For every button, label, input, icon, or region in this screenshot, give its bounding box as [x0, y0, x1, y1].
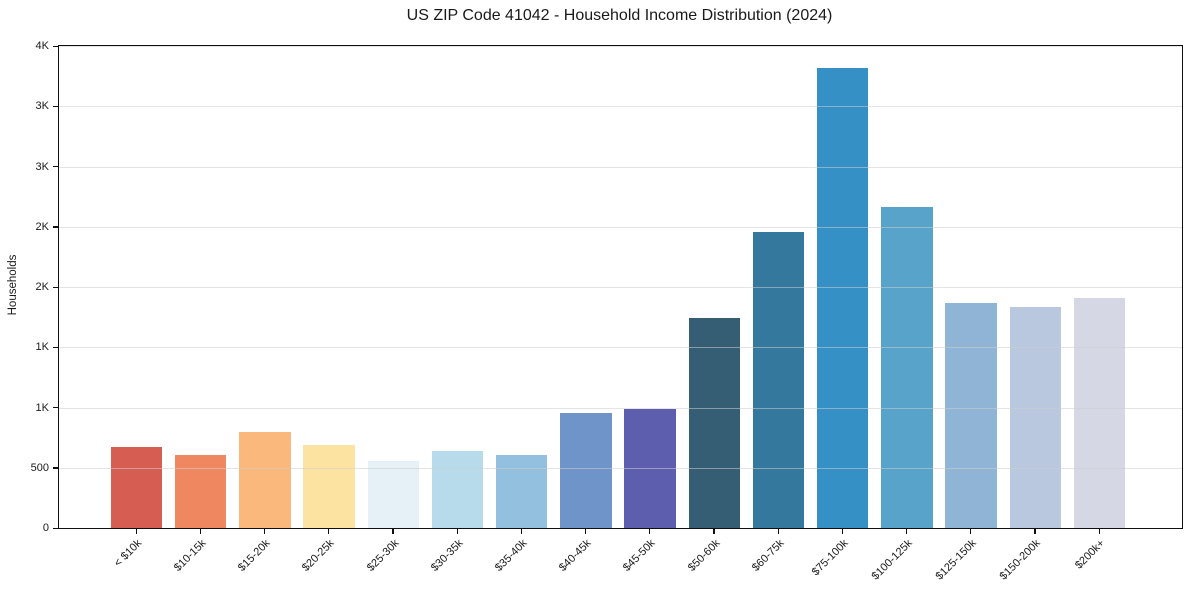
bar-14 — [1009, 306, 1062, 528]
y-tick-mark — [53, 105, 58, 108]
y-tick-mark — [53, 226, 58, 228]
bar-11 — [816, 67, 869, 528]
x-tick-label: $15-20k — [236, 537, 273, 574]
x-tick-label: $100-125k — [869, 537, 915, 583]
gridline-1000 — [59, 407, 1182, 409]
x-tick-label: $35-40k — [492, 537, 530, 574]
y-tick-mark — [53, 407, 58, 409]
chart-title: US ZIP Code 41042 - Household Income Dis… — [406, 7, 833, 24]
bar-9 — [688, 318, 741, 528]
x-tick-label: $60-75k — [749, 537, 787, 574]
x-tick-label: $200k+ — [1073, 537, 1108, 572]
y-tick-label: 2K — [35, 281, 49, 293]
x-tick-mark — [905, 529, 908, 534]
bar-7 — [560, 412, 612, 528]
x-tick-mark — [328, 529, 330, 534]
bar-2 — [239, 432, 291, 528]
x-tick-mark — [584, 529, 587, 534]
x-tick-label: $50-60k — [685, 537, 723, 574]
y-tick-mark — [53, 166, 58, 168]
x-tick-label: $40-45k — [557, 537, 594, 574]
x-tick-mark — [135, 529, 137, 534]
x-tick-label: $75-100k — [809, 537, 851, 579]
y-tick-label: 3K — [35, 100, 49, 113]
x-tick-label: $150-200k — [997, 537, 1044, 583]
bar-5 — [431, 450, 484, 528]
bar-6 — [495, 454, 548, 528]
x-tick-mark — [520, 529, 522, 534]
bar-3 — [303, 444, 355, 528]
y-tick-mark — [53, 45, 58, 47]
gridline-3500 — [59, 106, 1182, 108]
bar-0 — [110, 446, 163, 528]
x-tick-mark — [1034, 529, 1036, 534]
x-tick-mark — [392, 529, 394, 534]
x-tick-mark — [777, 529, 779, 534]
gridline-4000 — [59, 46, 1182, 47]
x-tick-mark — [970, 529, 972, 534]
gridline-1500 — [59, 347, 1182, 349]
x-tick-label: $30-35k — [428, 537, 466, 574]
x-tick-mark — [649, 529, 651, 534]
gridline-500 — [59, 467, 1182, 469]
x-tick-mark — [841, 529, 843, 534]
y-tick-mark — [53, 467, 58, 469]
x-tick-mark — [263, 529, 266, 534]
x-tick-label: < $10k — [112, 537, 145, 570]
bar-12 — [881, 206, 933, 528]
plot-area — [58, 45, 1183, 529]
bar-1 — [174, 454, 227, 528]
x-tick-mark — [713, 529, 715, 534]
x-tick-label: $10-15k — [171, 537, 209, 574]
y-tick-mark — [53, 527, 58, 529]
x-tick-label: $20-25k — [300, 537, 337, 574]
y-tick-label: 1K — [35, 341, 49, 354]
bar-15 — [1073, 297, 1126, 528]
y-tick-mark — [53, 346, 58, 349]
x-tick-label: $45-50k — [621, 537, 658, 574]
y-tick-label: 2K — [35, 220, 49, 233]
y-tick-label: 500 — [30, 461, 49, 474]
bar-10 — [752, 231, 805, 528]
gridline-3000 — [59, 166, 1182, 168]
x-tick-mark — [199, 529, 201, 534]
x-tick-label: $25-30k — [364, 537, 402, 574]
bar-13 — [945, 302, 997, 528]
y-tick-mark — [53, 286, 58, 288]
y-tick-label: 3K — [35, 160, 49, 173]
y-tick-label: 1K — [35, 401, 49, 414]
gridline-2000 — [59, 287, 1182, 288]
bar-4 — [367, 460, 420, 528]
x-tick-mark — [1098, 529, 1100, 534]
x-tick-mark — [456, 529, 458, 534]
x-tick-label: $125-150k — [933, 537, 979, 583]
gridline-2500 — [59, 226, 1182, 228]
y-tick-label: 0 — [42, 522, 49, 534]
y-tick-label: 4K — [35, 40, 49, 52]
